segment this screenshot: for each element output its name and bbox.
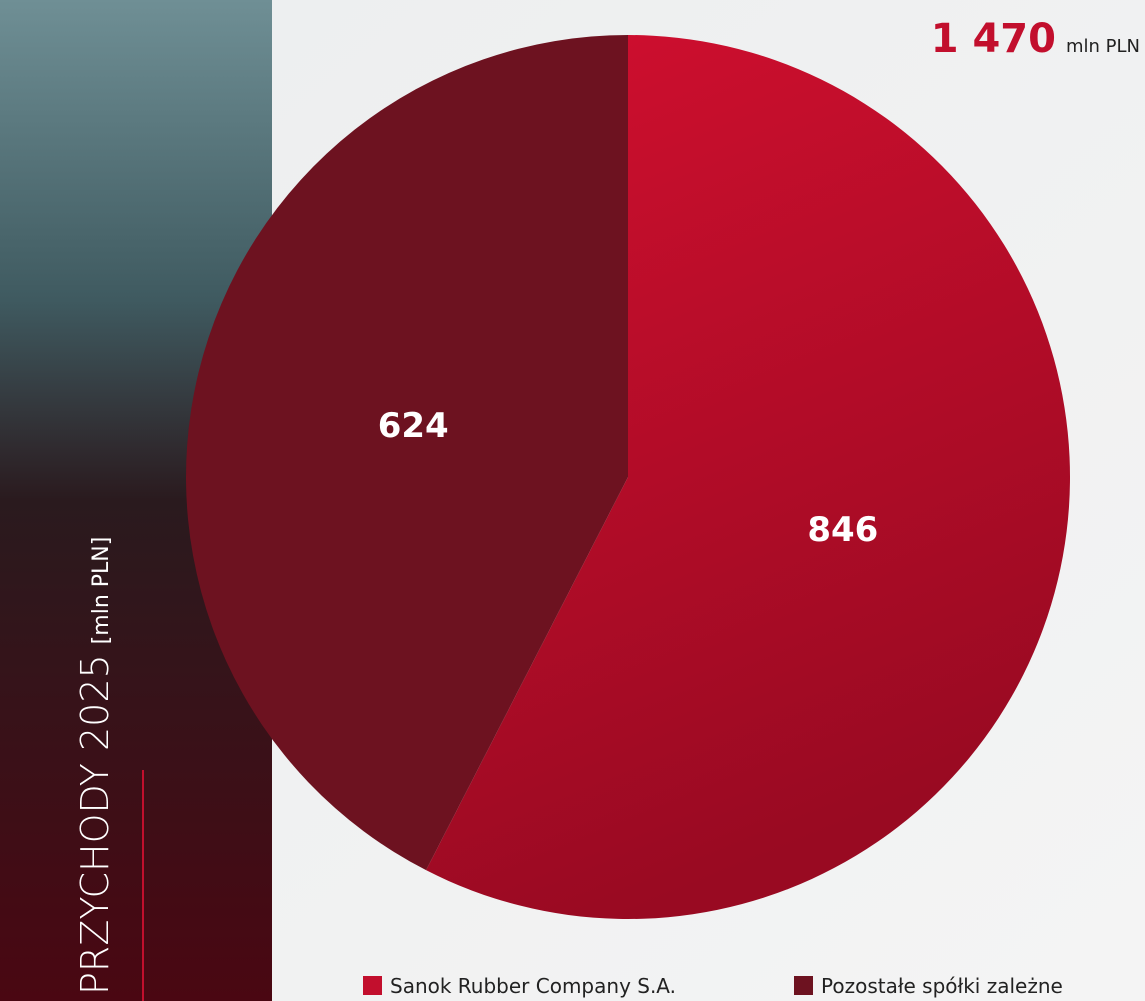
pie-slice [426,35,1071,919]
legend-swatch [794,976,813,995]
total: 1 470 mln PLN [931,16,1140,62]
title: PRZYCHODY 2025 [73,654,117,995]
pie-slice [186,35,628,871]
legend-swatch [363,976,382,995]
slice-label: 624 [378,406,449,446]
total-unit: mln PLN [1066,36,1140,57]
legend-label: Pozostałe spółki zależne [821,974,1063,998]
pie [186,35,1071,919]
total-value: 1 470 [931,16,1056,62]
vertical-title: PRZYCHODY 2025 [mln PLN] [73,537,117,995]
slice-label: 846 [807,510,878,550]
subtitle: [mln PLN] [89,537,114,645]
legend-label: Sanok Rubber Company S.A. [390,974,676,998]
